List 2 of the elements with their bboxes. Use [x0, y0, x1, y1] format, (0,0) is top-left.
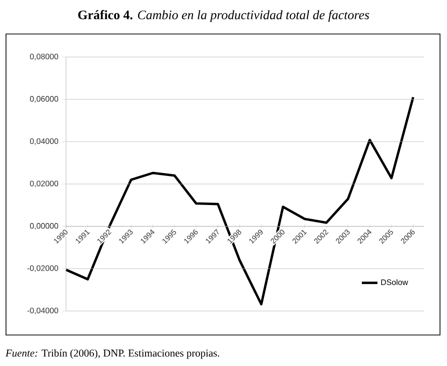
text: Fuente: Tribín (2006), DNP. Estimaciones propias. — [5, 349, 220, 359]
chart-title: Gráfico 4. Cambio en la productividad total de factores — [78, 10, 370, 22]
